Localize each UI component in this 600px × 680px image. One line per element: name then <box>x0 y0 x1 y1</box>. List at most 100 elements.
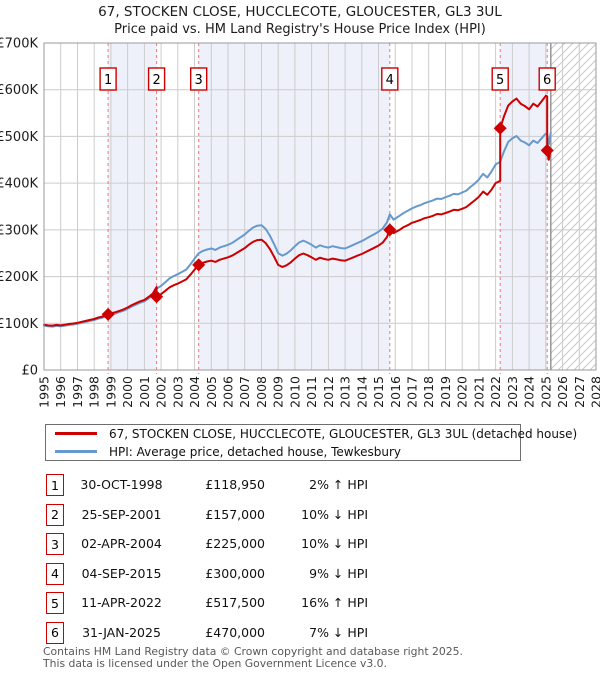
y-axis-label: £0 <box>21 364 38 379</box>
transaction-price: £517,500 <box>205 595 265 610</box>
x-axis-label: 2024 <box>522 376 537 408</box>
x-axis-label: 2009 <box>271 376 286 408</box>
transaction-price: £157,000 <box>205 506 265 522</box>
y-axis-label: £500K <box>0 130 38 145</box>
price-history-chart: 1 2 3 4 5 6 £0 £100K £200K £300K £400K £500K £600K £7… <box>0 37 600 408</box>
transaction-number-badge: 4 <box>46 562 64 585</box>
transaction-number-badge: 5 <box>46 592 64 614</box>
x-axis-label: 2027 <box>572 376 587 408</box>
legend-label-price-paid: 67, STOCKEN CLOSE, HUCCLECOTE, GLOUCESTE… <box>109 426 578 441</box>
transaction-row: 2 25-SEP-2001 £157,000 10% ↓ HPI <box>45 500 385 530</box>
transaction-date: 04-SEP-2015 <box>81 565 162 581</box>
x-axis-label: 2018 <box>421 376 436 408</box>
x-axis-label: 2025 <box>538 376 553 408</box>
footer: Contains HM Land Registry data © Crown c… <box>43 646 583 670</box>
future-hatch-area <box>550 43 596 370</box>
transaction-price: £118,950 <box>205 477 265 492</box>
x-axis-label: 1995 <box>37 376 52 408</box>
sale-number-label: 3 <box>195 73 203 88</box>
transactions-table: 1 30-OCT-1998 £118,950 2% ↑ HPI 2 25-SEP… <box>45 470 385 647</box>
transaction-date: 31-JAN-2025 <box>82 624 161 640</box>
x-axis-label: 2000 <box>120 376 135 408</box>
sale-number-flag <box>538 67 556 91</box>
transaction-number-badge: 1 <box>46 474 64 496</box>
hpi-line <box>43 131 552 328</box>
chart-legend: 67, STOCKEN CLOSE, HUCCLECOTE, GLOUCESTE… <box>45 424 577 461</box>
x-axis-label: 2023 <box>505 376 520 408</box>
transaction-row: 6 31-JAN-2025 £470,000 7% ↓ HPI <box>45 618 385 648</box>
x-axis-label: 2014 <box>354 376 369 408</box>
sale-number-flag <box>381 67 399 91</box>
sale-number-flag <box>147 67 166 91</box>
x-axis-label: 2017 <box>405 376 420 408</box>
sale-number-flag <box>189 67 208 91</box>
x-axis-label: 1998 <box>87 376 102 408</box>
transaction-hpi-diff: 7% ↓ HPI <box>309 624 368 640</box>
ownership-band <box>198 43 390 370</box>
sale-point-diamond <box>150 290 164 304</box>
sale-point-diamond <box>101 307 115 321</box>
transaction-number-badge: 2 <box>46 503 64 526</box>
transaction-number-badge: 6 <box>46 621 64 644</box>
transaction-hpi-diff: 10% ↓ HPI <box>301 536 368 551</box>
y-axis-label: £100K <box>0 317 38 332</box>
x-axis-label: 2022 <box>488 376 503 408</box>
hpi-line-swatch <box>55 450 97 453</box>
legend-item-hpi: HPI: Average price, detached house, Tewk… <box>46 444 520 459</box>
copyright-notice: Contains HM Land Registry data © Crown c… <box>43 645 463 658</box>
sale-number-flag <box>491 67 509 91</box>
sale-point-diamond <box>192 258 206 272</box>
sale-number-label: 1 <box>104 73 112 88</box>
ownership-band <box>108 43 157 370</box>
transaction-hpi-diff: 2% ↑ HPI <box>309 477 368 492</box>
transaction-row: 4 04-SEP-2015 £300,000 9% ↓ HPI <box>45 559 385 589</box>
sale-point-diamond <box>383 223 397 237</box>
transaction-row: 5 11-APR-2022 £517,500 16% ↑ HPI <box>45 588 385 618</box>
x-axis-label: 2026 <box>555 376 570 408</box>
x-axis-label: 2011 <box>304 376 319 408</box>
x-axis-label: 2001 <box>137 376 152 408</box>
y-axis-label: £600K <box>0 83 38 98</box>
x-axis-label: 2005 <box>204 376 219 408</box>
transaction-date: 11-APR-2022 <box>81 595 162 610</box>
x-axis-label: 2010 <box>287 376 302 408</box>
transaction-hpi-diff: 9% ↓ HPI <box>309 565 368 581</box>
x-axis-label: 2012 <box>321 376 336 408</box>
transaction-price: £225,000 <box>205 536 265 551</box>
sale-point-diamond <box>493 121 507 135</box>
y-axis-label: £400K <box>0 177 38 192</box>
transaction-hpi-diff: 10% ↓ HPI <box>301 506 368 522</box>
transaction-number-badge: 3 <box>46 533 64 555</box>
legend-label-hpi: HPI: Average price, detached house, Tewk… <box>109 444 402 459</box>
y-axis-label: £200K <box>0 270 38 285</box>
transaction-date: 30-OCT-1998 <box>80 477 163 492</box>
sale-number-label: 4 <box>386 73 394 88</box>
x-axis-label: 2003 <box>170 376 185 408</box>
licence-notice: This data is licensed under the Open Gov… <box>43 656 387 670</box>
transaction-price: £300,000 <box>205 565 265 581</box>
x-axis-label: 2007 <box>237 376 252 408</box>
x-axis-label: 2019 <box>438 376 453 408</box>
ownership-band <box>500 43 548 370</box>
sale-number-label: 6 <box>543 73 551 88</box>
x-axis-label: 1999 <box>103 376 118 408</box>
price-paid-line-swatch <box>55 432 97 435</box>
x-axis-label: 2008 <box>254 376 269 408</box>
x-axis-label: 2004 <box>187 376 202 408</box>
chart-title: 67, STOCKEN CLOSE, HUCCLECOTE, GLOUCESTE… <box>98 4 502 20</box>
transaction-row: 1 30-OCT-1998 £118,950 2% ↑ HPI <box>45 470 385 500</box>
x-axis-label: 2028 <box>589 376 600 408</box>
chart-header: 67, STOCKEN CLOSE, HUCCLECOTE, GLOUCESTE… <box>0 3 600 38</box>
legend-item-price-paid: 67, STOCKEN CLOSE, HUCCLECOTE, GLOUCESTE… <box>46 426 577 441</box>
transaction-hpi-diff: 16% ↑ HPI <box>301 595 368 610</box>
chart-subtitle: Price paid vs. HM Land Registry's House … <box>114 22 486 37</box>
x-axis-label: 1996 <box>53 376 68 408</box>
x-axis-label: 2015 <box>371 376 386 408</box>
price-paid-line <box>43 94 552 327</box>
plot-border <box>43 42 597 371</box>
transaction-date: 02-APR-2004 <box>81 536 162 551</box>
sale-point-diamond <box>540 143 554 157</box>
transaction-date: 25-SEP-2001 <box>81 506 162 522</box>
sale-number-label: 5 <box>496 73 504 88</box>
